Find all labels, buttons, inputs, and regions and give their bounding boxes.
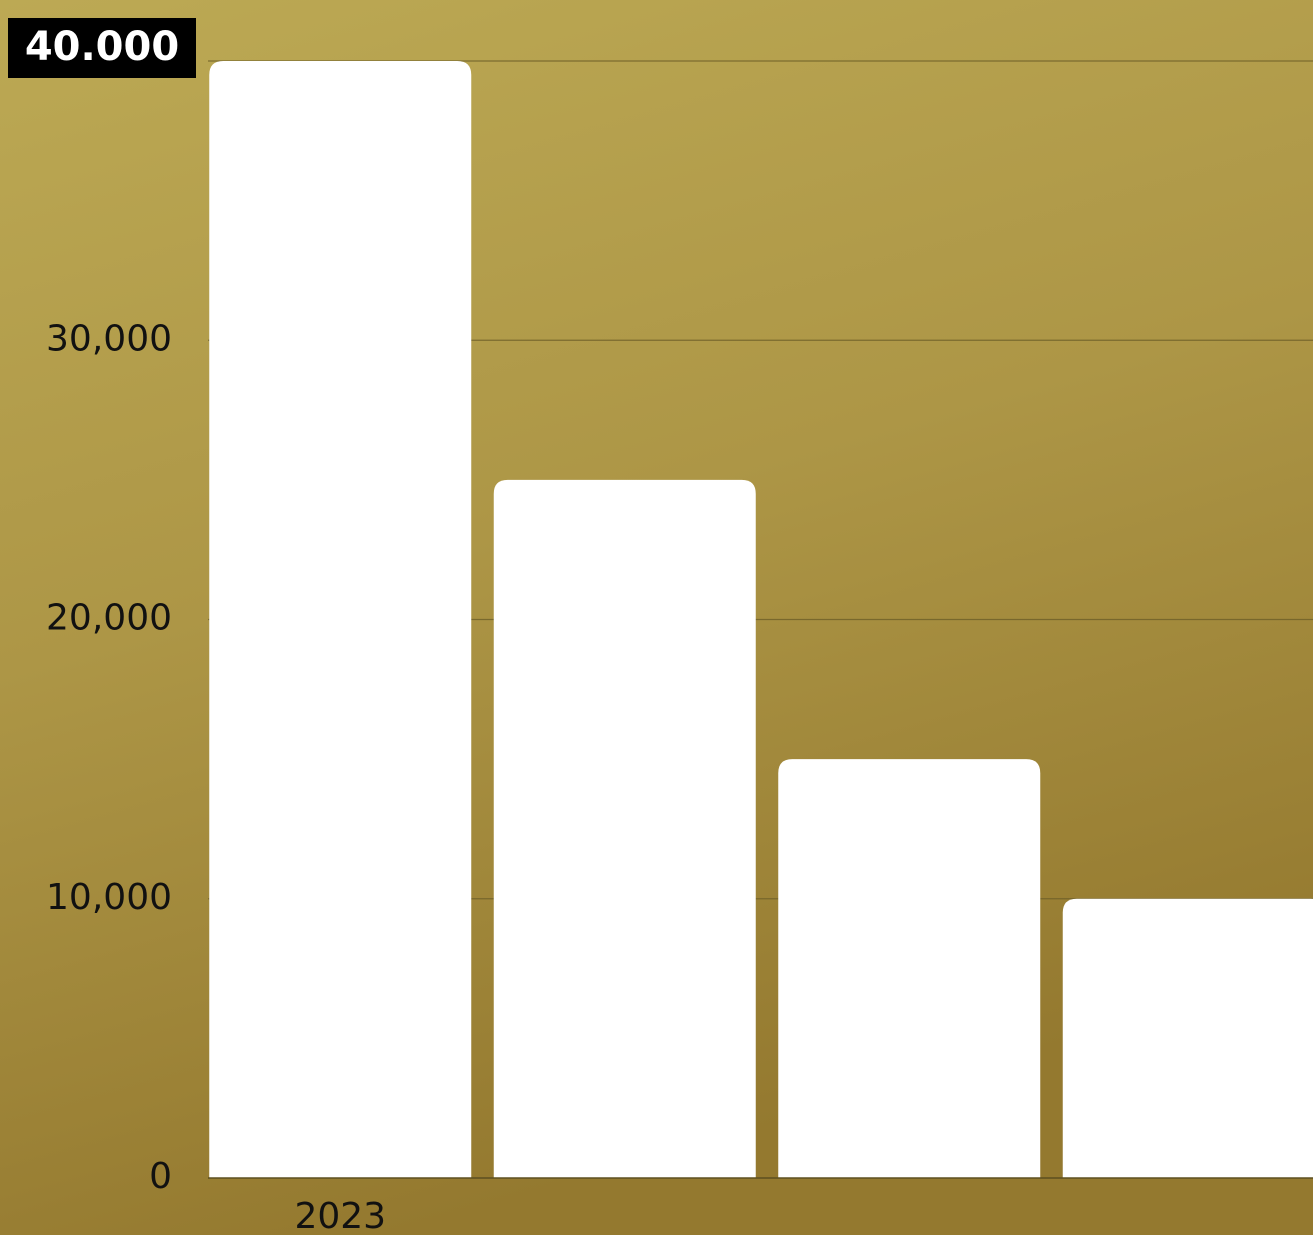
labels: 0 10,000 20,000 30,000 40.000 2023 — [8, 18, 1313, 1235]
y-tick-label: 40.000 — [25, 24, 179, 70]
tick-highlight — [8, 18, 196, 78]
y-tick-label: 10,000 — [46, 877, 172, 918]
y-tick-label: 0 — [149, 1156, 172, 1197]
bars — [209, 61, 1313, 1178]
y-tick-label: 30,000 — [46, 318, 172, 359]
y-tick-label: 20,000 — [46, 598, 172, 639]
bar — [493, 479, 756, 1178]
x-tick-label: 2023 — [294, 1196, 386, 1235]
bar — [209, 61, 472, 1178]
bar — [778, 759, 1041, 1178]
bar — [1062, 898, 1313, 1178]
